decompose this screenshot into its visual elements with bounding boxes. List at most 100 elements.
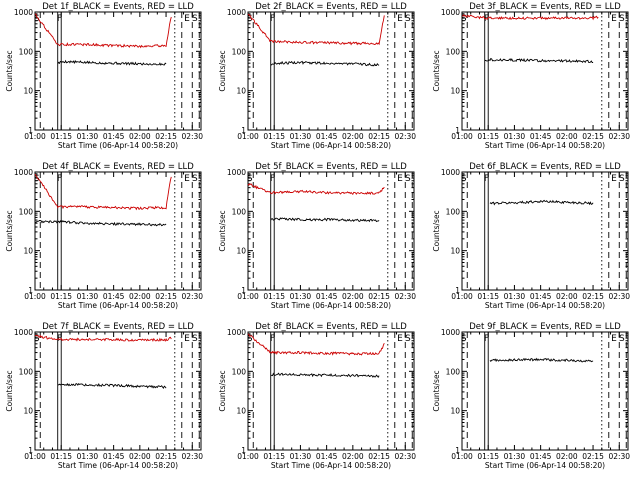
event-marker-label: S (34, 334, 40, 344)
y-tick-label: 10 (236, 87, 246, 96)
events-series-line (270, 217, 380, 223)
event-marker-label: F (484, 174, 489, 184)
x-tick-label: 01:45 (103, 132, 125, 141)
y-tick-label: 100 (232, 367, 247, 376)
x-tick-label: 02:00 (129, 132, 151, 141)
x-tick-label: 01:15 (50, 292, 72, 301)
event-marker-label: E (397, 14, 403, 24)
x-tick-label: 02:15 (155, 452, 177, 461)
y-tick-label: 10 (23, 87, 33, 96)
y-tick-label: 100 (232, 47, 247, 56)
y-tick-label: 100 (446, 47, 461, 56)
y-axis-label: Counts/sec (218, 370, 227, 411)
y-tick-label: 100 (19, 47, 34, 56)
event-marker-label: E (184, 14, 190, 24)
panel-title: Det 5f_BLACK = Events, RED = LLD (255, 162, 407, 172)
x-tick-label: 01:00 (24, 292, 46, 301)
plot-frame (461, 331, 629, 451)
event-marker-label: S (192, 174, 198, 184)
event-marker-label: F (270, 174, 275, 184)
events-series-line (489, 357, 594, 363)
x-tick-label: 01:30 (77, 132, 99, 141)
x-tick-label: 01:00 (24, 132, 46, 141)
x-axis-label: Start Time (06-Apr-14 00:58:20) (271, 301, 391, 310)
detector-panel: Det 8f_BLACK = Events, RED = LLD 1 10 100 10… (218, 322, 416, 470)
event-marker-label: F (484, 334, 489, 344)
detector-panel: Det 9f_BLACK = Events, RED = LLD 1 10 100 10… (432, 322, 630, 470)
event-marker-label: S (461, 334, 467, 344)
x-tick-label: 02:30 (394, 292, 416, 301)
event-marker-label: S (192, 14, 198, 24)
x-tick-label: 01:00 (451, 292, 473, 301)
event-marker-label: S (247, 14, 253, 24)
panel-title: Det 2f_BLACK = Events, RED = LLD (255, 2, 407, 12)
event-marker-label: F (57, 14, 62, 24)
y-tick-label: 100 (232, 207, 247, 216)
events-series-line (57, 382, 167, 389)
x-tick-label: 01:30 (77, 292, 99, 301)
y-tick-label: 1000 (441, 8, 460, 17)
plot-frame (461, 171, 629, 291)
y-tick-label: 100 (446, 367, 461, 376)
x-tick-label: 02:30 (394, 452, 416, 461)
x-tick-label: 01:15 (50, 132, 72, 141)
x-axis-label: Start Time (06-Apr-14 00:58:20) (485, 301, 605, 310)
lld-series-line (34, 13, 172, 49)
plot-frame (247, 11, 415, 131)
x-tick-label: 01:30 (77, 452, 99, 461)
x-tick-label: 02:15 (155, 292, 177, 301)
x-tick-label: 02:15 (368, 292, 390, 301)
x-tick-label: 01:30 (504, 292, 526, 301)
y-tick-label: 1 (28, 286, 33, 295)
event-marker-label: E (397, 334, 403, 344)
event-marker-label: F (57, 174, 62, 184)
detector-panel: Det 4f_BLACK = Events, RED = LLD 1 10 100 10… (5, 162, 203, 310)
x-tick-label: 01:45 (530, 132, 552, 141)
x-tick-label: 01:15 (477, 452, 499, 461)
x-tick-label: 02:30 (394, 132, 416, 141)
event-marker-label: S (619, 174, 625, 184)
y-tick-label: 100 (446, 207, 461, 216)
lld-series-line (247, 333, 385, 356)
event-marker-label: F (270, 334, 275, 344)
x-tick-label: 01:30 (504, 132, 526, 141)
event-marker-label: S (405, 334, 411, 344)
plot-frame (247, 331, 415, 451)
x-tick-label: 01:15 (263, 292, 285, 301)
plot-frame (247, 171, 415, 291)
x-tick-label: 01:00 (451, 132, 473, 141)
event-marker-label: E (611, 174, 617, 184)
x-axis-label: Start Time (06-Apr-14 00:58:20) (271, 141, 391, 150)
x-tick-label: 02:00 (556, 132, 578, 141)
y-tick-label: 100 (19, 367, 34, 376)
y-axis-label: Counts/sec (5, 370, 14, 411)
y-tick-label: 1 (455, 286, 460, 295)
y-tick-label: 1 (241, 126, 246, 135)
x-tick-label: 02:00 (556, 292, 578, 301)
x-tick-label: 01:45 (103, 292, 125, 301)
panel-title: Det 4f_BLACK = Events, RED = LLD (42, 162, 194, 172)
y-tick-label: 1000 (14, 328, 33, 337)
x-tick-label: 01:30 (504, 452, 526, 461)
panel-title: Det 6f_BLACK = Events, RED = LLD (469, 162, 621, 172)
x-axis-label: Start Time (06-Apr-14 00:58:20) (58, 461, 178, 470)
event-marker-label: E (184, 334, 190, 344)
y-axis-label: Counts/sec (5, 210, 14, 251)
y-tick-label: 1000 (14, 168, 33, 177)
panel-title: Det 7f_BLACK = Events, RED = LLD (42, 322, 194, 332)
detector-panel: Det 6f_BLACK = Events, RED = LLD 1 10 100 10… (432, 162, 630, 310)
x-tick-label: 02:15 (155, 132, 177, 141)
x-tick-label: 02:00 (556, 452, 578, 461)
x-tick-label: 01:15 (477, 132, 499, 141)
x-tick-label: 01:00 (237, 132, 259, 141)
detector-panel: Det 1f_BLACK = Events, RED = LLD 1 10 100 10… (5, 2, 203, 150)
y-tick-label: 10 (236, 407, 246, 416)
x-tick-label: 01:30 (290, 452, 312, 461)
x-tick-label: 02:00 (129, 292, 151, 301)
plot-frame (461, 11, 629, 131)
events-series-line (489, 199, 594, 206)
y-tick-label: 1000 (227, 328, 246, 337)
y-tick-label: 10 (450, 87, 460, 96)
x-tick-label: 01:15 (263, 132, 285, 141)
